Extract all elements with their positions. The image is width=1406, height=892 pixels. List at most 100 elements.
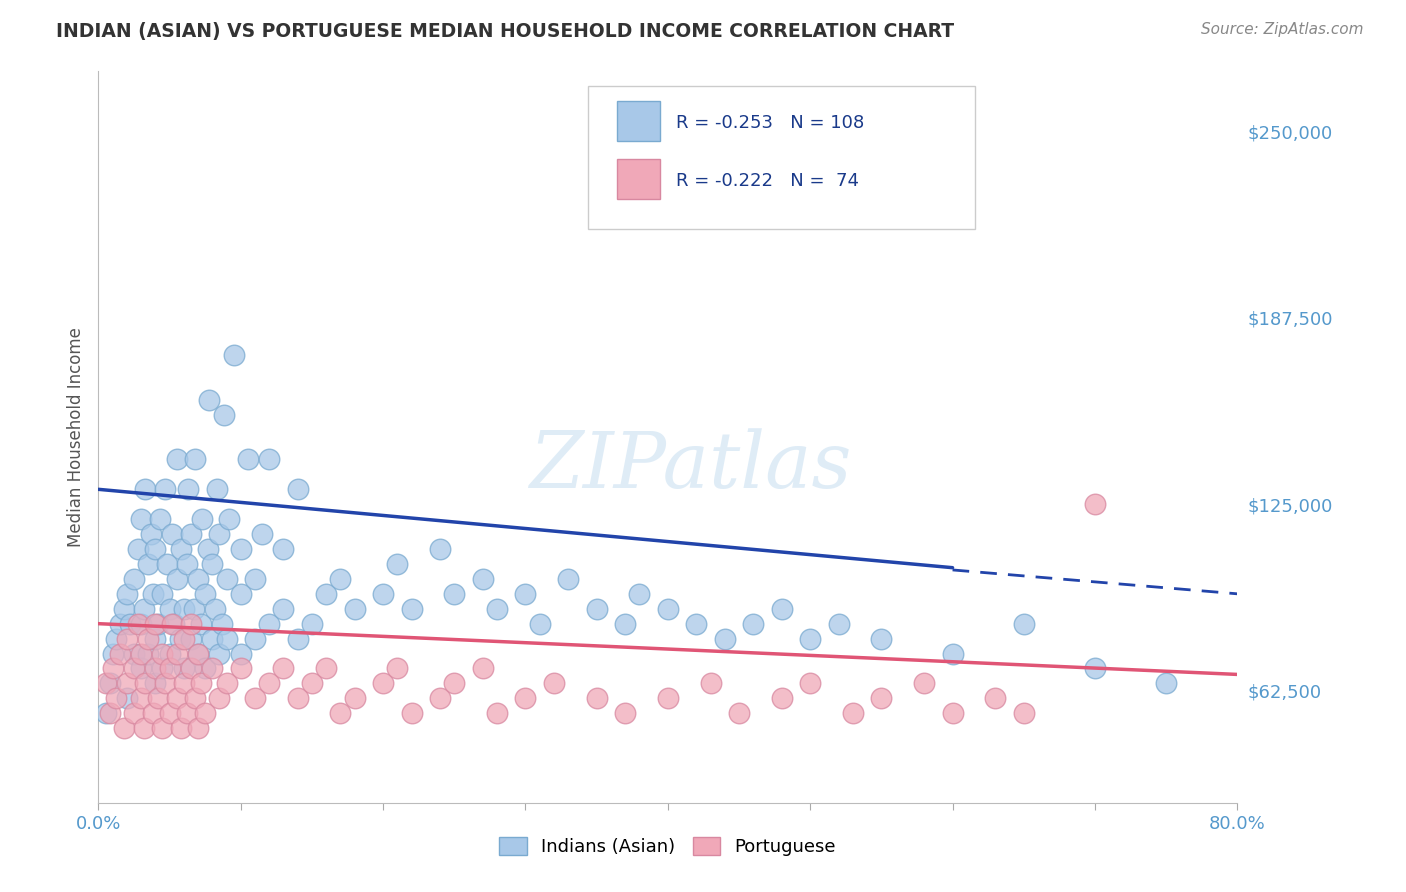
- Point: [115, 632, 138, 646]
- Point: [585, 601, 607, 615]
- Point: [301, 676, 323, 690]
- Point: [201, 632, 224, 646]
- Point: [132, 601, 155, 615]
- Point: [101, 661, 124, 675]
- Point: [657, 601, 679, 615]
- Point: [842, 706, 865, 721]
- Point: [471, 572, 494, 586]
- Point: [148, 616, 170, 631]
- Point: [129, 661, 152, 675]
- Point: [259, 452, 281, 467]
- Point: [187, 572, 209, 586]
- Point: [170, 542, 193, 557]
- FancyBboxPatch shape: [617, 101, 659, 141]
- Point: [218, 512, 240, 526]
- Point: [145, 676, 167, 690]
- Point: [173, 601, 195, 615]
- Point: [614, 616, 637, 631]
- Point: [799, 632, 821, 646]
- Point: [614, 706, 637, 721]
- Point: [211, 616, 233, 631]
- Point: [155, 483, 177, 497]
- Point: [94, 676, 117, 690]
- Point: [108, 647, 131, 661]
- Point: [215, 572, 238, 586]
- Point: [486, 706, 509, 721]
- Point: [515, 691, 537, 706]
- Point: [543, 676, 565, 690]
- Point: [714, 632, 737, 646]
- Point: [204, 601, 226, 615]
- Point: [127, 542, 149, 557]
- Point: [129, 647, 152, 661]
- Point: [159, 661, 181, 675]
- Point: [148, 691, 170, 706]
- Point: [98, 676, 121, 690]
- Point: [229, 542, 252, 557]
- Point: [145, 616, 167, 631]
- Point: [301, 616, 323, 631]
- Point: [152, 647, 174, 661]
- Point: [112, 601, 135, 615]
- Point: [129, 616, 152, 631]
- Point: [187, 647, 209, 661]
- Point: [273, 601, 295, 615]
- Point: [173, 676, 195, 690]
- Point: [166, 572, 188, 586]
- Point: [329, 572, 352, 586]
- Point: [343, 601, 366, 615]
- Point: [401, 601, 423, 615]
- Point: [471, 661, 494, 675]
- Point: [942, 706, 965, 721]
- Point: [132, 721, 155, 735]
- Point: [685, 616, 707, 631]
- Point: [145, 632, 167, 646]
- Point: [115, 691, 138, 706]
- Point: [699, 676, 721, 690]
- Point: [115, 587, 138, 601]
- Point: [1084, 661, 1107, 675]
- Point: [159, 706, 181, 721]
- Point: [101, 647, 124, 661]
- Point: [1154, 676, 1177, 690]
- Point: [129, 512, 152, 526]
- FancyBboxPatch shape: [617, 159, 659, 200]
- Point: [373, 676, 395, 690]
- Point: [184, 452, 207, 467]
- Point: [134, 483, 156, 497]
- Point: [122, 661, 145, 675]
- Point: [742, 616, 765, 631]
- Point: [136, 632, 159, 646]
- Point: [176, 557, 198, 571]
- Point: [315, 661, 337, 675]
- Point: [259, 676, 281, 690]
- Point: [149, 512, 172, 526]
- Text: ZIPatlas: ZIPatlas: [530, 428, 852, 505]
- Point: [184, 691, 207, 706]
- Point: [190, 676, 212, 690]
- Point: [127, 616, 149, 631]
- Point: [387, 661, 409, 675]
- Point: [401, 706, 423, 721]
- Text: INDIAN (ASIAN) VS PORTUGUESE MEDIAN HOUSEHOLD INCOME CORRELATION CHART: INDIAN (ASIAN) VS PORTUGUESE MEDIAN HOUS…: [56, 22, 955, 41]
- Point: [112, 721, 135, 735]
- Point: [166, 452, 188, 467]
- Point: [1012, 616, 1035, 631]
- Point: [443, 587, 465, 601]
- Point: [201, 557, 224, 571]
- Point: [176, 706, 198, 721]
- Point: [215, 676, 238, 690]
- Point: [942, 647, 965, 661]
- Point: [198, 392, 221, 407]
- Point: [212, 408, 235, 422]
- Point: [122, 572, 145, 586]
- Point: [208, 527, 231, 541]
- Point: [159, 601, 181, 615]
- Point: [183, 601, 205, 615]
- Point: [166, 691, 188, 706]
- Point: [139, 527, 162, 541]
- Point: [343, 691, 366, 706]
- Point: [122, 706, 145, 721]
- Point: [94, 706, 117, 721]
- Point: [205, 483, 228, 497]
